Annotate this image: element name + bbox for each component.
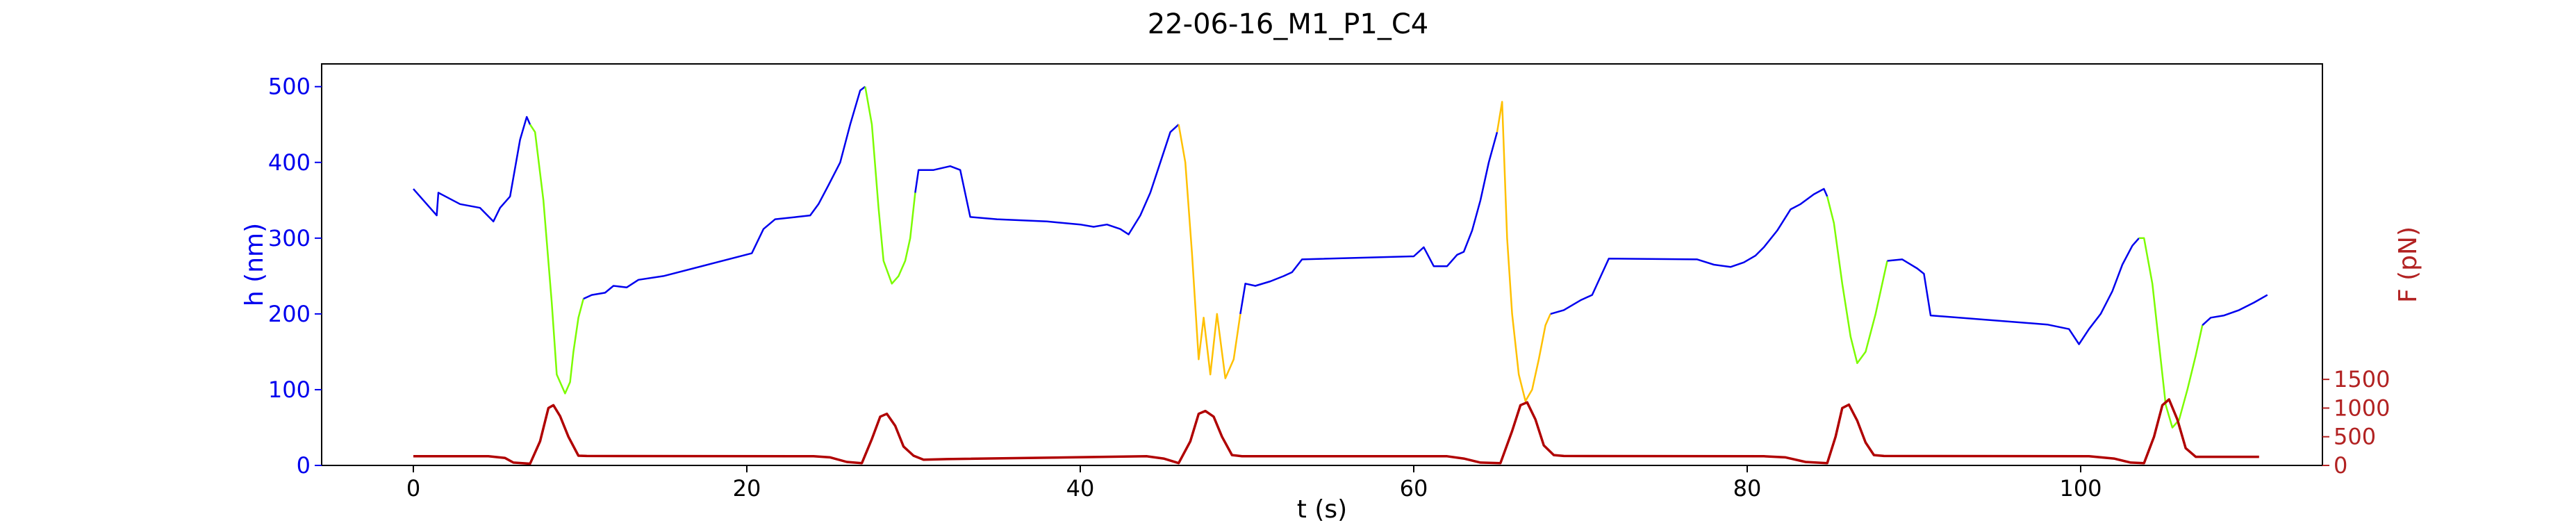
plot-frame	[321, 63, 2323, 466]
height-trace-segment-10	[1826, 196, 1888, 365]
height-trace-segment-13	[2202, 294, 2268, 326]
height-trace-segment-9	[1550, 188, 1828, 315]
height-trace-segment-3	[583, 85, 866, 300]
left-y-axis-label: h (nm)	[240, 223, 269, 306]
right-y-axis-label: F (pN)	[2394, 226, 2422, 303]
x-tick-label: 80	[1733, 475, 1762, 502]
left-y-axis-ticks: 0 100 200 300 400 500	[268, 74, 322, 479]
x-axis-ticks: 0 20 40 60 80 100	[406, 465, 2102, 502]
x-tick-label: 60	[1400, 475, 1428, 502]
chart-title: 22-06-16_M1_P1_C4	[1148, 8, 1428, 40]
left-y-tick-label: 200	[268, 301, 311, 327]
x-axis-label: t (s)	[1297, 495, 1347, 521]
right-y-tick-label: 1000	[2334, 395, 2390, 421]
height-trace-segment-8	[1496, 101, 1551, 402]
right-y-tick-label: 500	[2334, 424, 2376, 450]
left-y-tick-label: 100	[268, 377, 311, 403]
height-trace-segment-12	[2139, 237, 2204, 429]
height-trace-segment-11	[1887, 237, 2140, 345]
height-trace-segment-2	[529, 124, 585, 395]
x-tick-label: 0	[406, 475, 420, 502]
force-trace-line	[413, 398, 2259, 465]
left-y-tick-label: 300	[268, 225, 311, 251]
height-trace-segment-7	[1239, 131, 1498, 315]
height-trace-segment-6	[1178, 124, 1241, 379]
left-y-tick-label: 500	[268, 74, 311, 100]
right-y-tick-label: 1500	[2334, 366, 2390, 392]
left-y-tick-label: 0	[297, 452, 311, 479]
x-tick-label: 40	[1066, 475, 1095, 502]
height-trace-segment-4	[864, 86, 916, 285]
height-trace-segment-1	[413, 116, 531, 223]
plot-layer	[413, 85, 2268, 465]
left-y-tick-label: 400	[268, 149, 311, 176]
height-trace-segment-5	[914, 124, 1180, 235]
x-tick-label: 20	[733, 475, 761, 502]
x-tick-label: 100	[2059, 475, 2102, 502]
right-y-tick-label: 0	[2334, 452, 2347, 479]
